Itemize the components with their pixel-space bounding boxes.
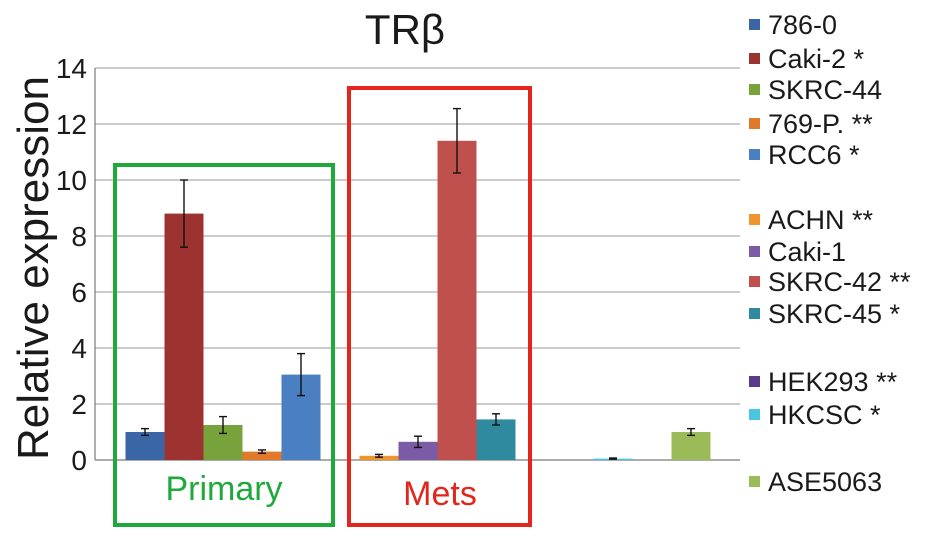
error-bars [141, 107, 695, 460]
group-label-primary: Primary [165, 470, 282, 508]
y-tick-label-8: 8 [71, 221, 87, 252]
bar-caki-2 [164, 213, 204, 460]
legend-swatch [749, 84, 760, 95]
legend-swatch [749, 246, 760, 257]
legend-label: SKRC-45 * [768, 299, 901, 329]
bar-786-0 [125, 432, 165, 460]
legend-swatch [749, 214, 760, 225]
y-tick-label-6: 6 [71, 277, 87, 308]
legend-swatch [749, 19, 760, 30]
legend-label: 786-0 [768, 10, 837, 40]
legend-label: Caki-1 [768, 237, 846, 267]
legend-swatch [749, 276, 760, 287]
legend-label: RCC6 * [768, 140, 860, 170]
legend-label: Caki-2 * [768, 44, 865, 74]
legend: 786-0 Caki-2 *SKRC-44 769-P. **RCC6 * ACHN … [749, 10, 911, 497]
y-tick-label-10: 10 [56, 165, 87, 196]
legend-label: HEK293 ** [768, 367, 898, 397]
group-box-mets [347, 86, 532, 527]
legend-swatch [749, 409, 760, 420]
y-tick-label-4: 4 [71, 333, 87, 364]
legend-swatch [749, 376, 760, 387]
legend-swatch [749, 53, 760, 64]
y-axis-label: Relative expression [9, 76, 58, 460]
group-box-primary [113, 163, 335, 527]
y-tick-label-14: 14 [56, 53, 87, 84]
legend-swatch [749, 476, 760, 487]
y-tick-label-12: 12 [56, 109, 87, 140]
group-boxes: Primary Mets [113, 86, 532, 527]
legend-label: 769-P. ** [768, 109, 873, 139]
bar-skrc-42 [437, 140, 477, 461]
y-tick-label-2: 2 [71, 389, 87, 420]
bar-skrc-45 [476, 419, 516, 460]
y-tick-label-0: 0 [71, 445, 87, 476]
y-tick-labels: 0 2 4 6 8 10 12 14 [56, 53, 87, 476]
legend-label: SKRC-42 ** [768, 267, 911, 297]
legend-label: SKRC-44 [768, 75, 882, 105]
legend-label: HKCSC * [768, 400, 881, 430]
legend-swatch [749, 118, 760, 129]
legend-label: ASE5063 [768, 467, 882, 497]
bar-ase5063 [671, 432, 711, 460]
bar-769-p- [242, 451, 282, 460]
group-label-mets: Mets [403, 475, 477, 513]
legend-swatch [749, 149, 760, 160]
legend-label: ACHN ** [768, 205, 874, 235]
chart-title: TRβ [365, 6, 445, 53]
legend-swatch [749, 308, 760, 319]
bars [125, 140, 711, 461]
bar-caki-1 [398, 441, 438, 460]
